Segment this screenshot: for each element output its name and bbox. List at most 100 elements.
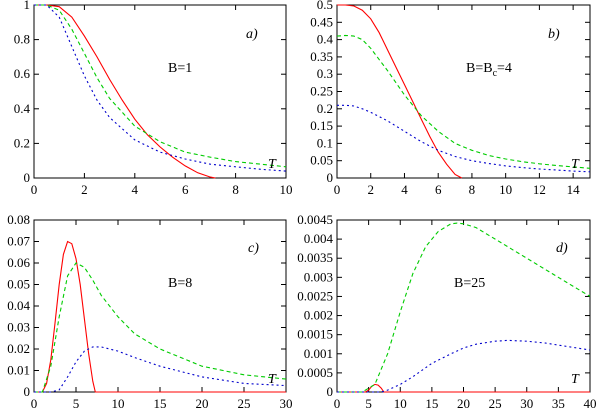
chart-panel-1: 0 2 4 6 8 10 0 0.2 0.4 0.6 0.8 1 a) B=1 T [14,0,293,197]
y-tick-label: 0.03 [7,320,30,335]
x-tick-label: 10 [394,396,407,411]
y-tick-label: 0.8 [14,32,30,47]
y-tick-label: 0.08 [7,212,30,227]
panel-label: b) [548,27,560,42]
annotation: B=25 [454,276,485,291]
y-tick-label: 0.5 [317,0,333,12]
chart-panel-4: 0 5 10 15 20 25 30 35 40 0 0.0005 0.001 0.0015 0.002 0… [297,212,596,411]
panel-label: a) [246,27,258,42]
x-tick-label: 0 [334,182,341,197]
annotation-text: B=B [466,61,493,76]
annotation-text: B=1 [168,61,192,76]
x-tick-label: 12 [533,182,546,197]
chart-panel-2: 0 2 4 6 8 10 12 1400.050.10.150.20.250.30.350.4… [310,0,591,197]
annotation-subscript: c [493,68,498,79]
y-tick-label: 0.07 [7,234,30,249]
series-line-2 [34,262,287,393]
annotation-text: B=8 [168,276,192,291]
y-tick-label: 0.05 [310,153,333,168]
y-tick-label: 0.02 [7,341,30,356]
x-tick-label: 5 [365,396,372,411]
plot-frame [33,4,287,179]
y-tick-label: 0.6 [14,66,31,81]
x-tick-label: 2 [81,182,88,197]
y-tick-label: 0.15 [310,118,333,133]
y-tick-label: 1 [24,0,31,12]
x-tick-label: 5 [73,396,80,411]
y-tick-label: 0.0025 [297,288,333,303]
x-tick-label: 40 [584,396,597,411]
y-tick-label: 0.05 [7,277,30,292]
panel-label: c) [248,241,259,256]
x-tick-label: 2 [367,182,374,197]
x-tick-label: 25 [238,396,251,411]
y-tick-label: 0.4 [317,32,334,47]
y-tick-label: 0.0015 [297,327,333,342]
annotation: B=1 [168,61,192,76]
series-line-2 [34,4,287,168]
x-tick-label: 15 [154,396,167,411]
annotation-suffix: =4 [497,61,512,76]
y-tick-label: 0.35 [310,49,333,64]
y-tick-label: 0.2 [14,135,30,150]
annotation: B=Bc=4 [466,61,512,79]
series-line-1 [34,240,286,393]
y-tick-label: 0.003 [304,269,333,284]
x-tick-label: 6 [182,182,189,197]
x-tick-label: 20 [457,396,470,411]
x-tick-label: 15 [425,396,438,411]
y-tick-label: 0.04 [7,298,30,313]
x-tick-label: 20 [196,396,209,411]
series-line-2 [337,222,591,393]
x-axis-label: T [268,157,277,172]
x-tick-label: 25 [489,396,502,411]
series-line-3 [337,104,591,173]
y-tick-label: 0.0045 [297,212,333,227]
y-tick-label: 0.4 [14,101,31,116]
series-line-2 [336,34,591,169]
x-axis-label: T [268,372,277,387]
y-tick-label: 0 [327,170,334,185]
annotation-text: B=25 [454,276,485,291]
y-tick-label: 0.3 [317,66,333,81]
x-tick-label: 0 [334,396,341,411]
annotation: B=8 [168,276,192,291]
x-tick-label: 8 [232,182,239,197]
x-tick-label: 10 [499,182,512,197]
plot-frame [336,219,591,393]
x-tick-label: 30 [520,396,533,411]
series-line-3 [34,4,287,172]
y-tick-label: 0 [24,170,31,185]
x-tick-label: 10 [280,182,293,197]
y-tick-label: 0.004 [304,231,334,246]
series-line-1 [337,4,463,179]
x-tick-label: 10 [112,396,125,411]
series-line-1 [337,383,590,393]
series-line-3 [337,339,591,393]
y-tick-label: 0 [24,384,31,399]
y-tick-label: 0 [327,384,334,399]
x-tick-label: 6 [435,182,442,197]
chart-panel-3: 0 5 10 15 20 25 30 0 0.01 0.02 0.03 0.04 0.05 0.06 0.0… [7,212,292,411]
y-tick-label: 0.45 [310,14,333,29]
series-line-1 [34,4,216,179]
series-line-3 [34,346,287,393]
x-tick-label: 4 [401,182,408,197]
x-axis-label: T [571,157,580,172]
y-tick-label: 0.2 [317,101,333,116]
y-tick-label: 0.002 [304,308,333,323]
x-tick-label: 30 [280,396,293,411]
panel-label: d) [556,241,568,256]
y-tick-label: 0.0005 [297,365,333,380]
x-tick-label: 8 [469,182,476,197]
y-tick-label: 0.0035 [297,250,333,265]
x-tick-label: 0 [31,182,38,197]
y-tick-label: 0.06 [7,255,30,270]
x-tick-label: 4 [132,182,139,197]
y-tick-label: 0.1 [317,135,333,150]
y-tick-label: 0.001 [304,346,333,361]
x-tick-label: 0 [31,396,38,411]
x-tick-label: 35 [552,396,565,411]
x-tick-label: 14 [567,182,581,197]
